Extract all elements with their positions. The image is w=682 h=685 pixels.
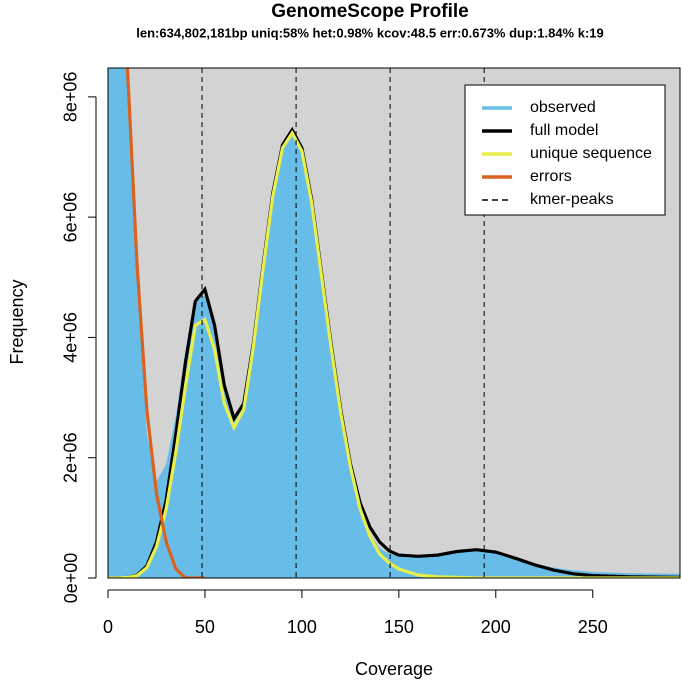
series-line (125, 68, 205, 578)
legend-label: kmer-peaks (530, 191, 614, 208)
observed-area (108, 68, 680, 578)
y-tick-label: 0e+00 (61, 553, 81, 604)
y-axis-label: Frequency (7, 279, 27, 364)
x-axis-label: Coverage (355, 659, 433, 679)
x-tick-label: 200 (481, 617, 511, 637)
y-tick-label: 2e+06 (61, 432, 81, 483)
y-tick-label: 6e+06 (61, 192, 81, 243)
plot-frame (107, 67, 681, 579)
x-tick-label: 150 (384, 617, 414, 637)
legend-label: observed (530, 99, 596, 116)
legend-label: unique sequence (530, 145, 652, 162)
series-line (108, 129, 680, 578)
x-tick-label: 250 (578, 617, 608, 637)
x-tick-label: 50 (195, 617, 215, 637)
y-tick-label: 4e+06 (61, 312, 81, 363)
legend-label: errors (530, 168, 572, 185)
chart-subtitle: len:634,802,181bp uniq:58% het:0.98% kco… (136, 25, 604, 40)
chart-title: GenomeScope Profile (271, 1, 468, 22)
y-tick-label: 8e+06 (61, 72, 81, 123)
x-tick-label: 0 (103, 617, 113, 637)
legend-label: full model (530, 122, 598, 139)
x-tick-label: 100 (287, 617, 317, 637)
